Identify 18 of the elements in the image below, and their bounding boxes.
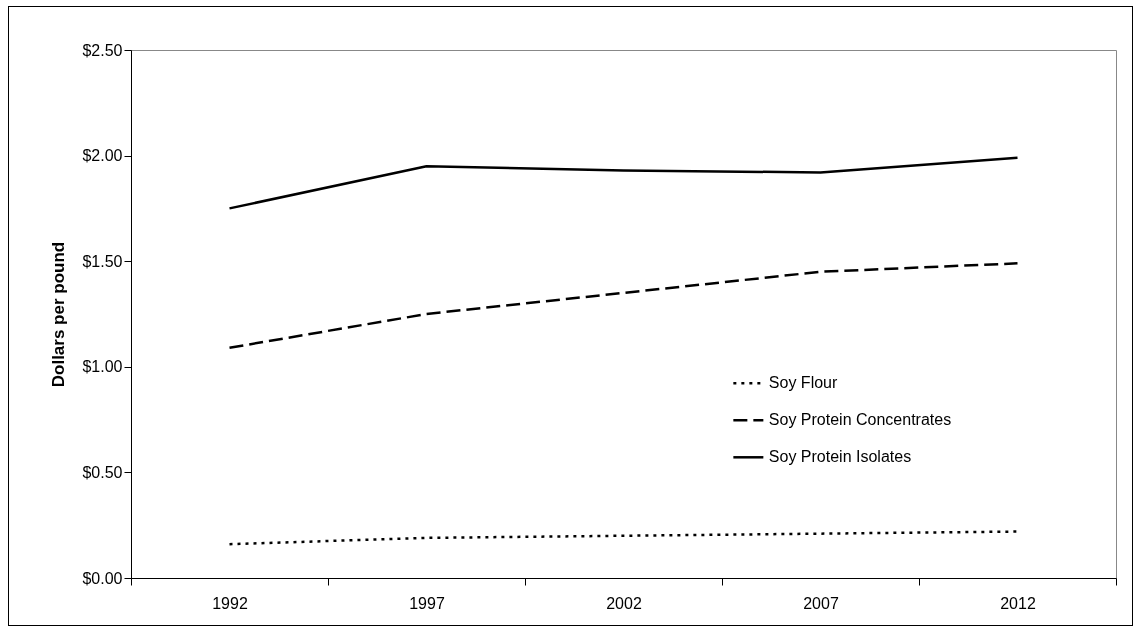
legend-label: Soy Flour: [768, 374, 838, 392]
legend-label: Soy Protein Concentrates: [768, 411, 952, 429]
x-tick-label: 2002: [606, 594, 642, 612]
x-tick-label: 1997: [409, 594, 445, 612]
y-tick-label: $0.00: [82, 569, 123, 587]
x-tick-label: 2012: [1000, 594, 1036, 612]
x-tick-label: 1992: [212, 594, 248, 612]
line-series: [228, 530, 1019, 546]
y-axis-title: Dollars per pound: [49, 241, 69, 388]
line-series: [228, 262, 1019, 350]
y-tick-label: $0.50: [82, 463, 123, 481]
line-series: [228, 156, 1019, 210]
legend-label: Soy Protein Isolates: [768, 448, 912, 466]
y-tick-label: $1.50: [82, 252, 123, 270]
y-tick-label: $2.50: [82, 41, 123, 59]
y-tick-label: $2.00: [82, 147, 123, 165]
y-tick-label: $1.00: [82, 358, 123, 376]
x-tick-label: 2007: [803, 594, 839, 612]
